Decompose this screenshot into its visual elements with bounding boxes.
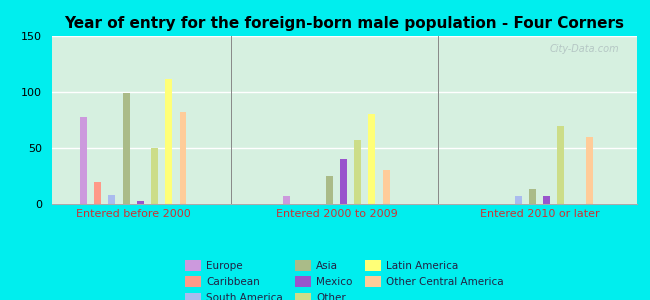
Text: City-Data.com: City-Data.com <box>550 44 619 54</box>
Bar <box>179 112 187 204</box>
Bar <box>383 170 389 204</box>
Bar <box>558 126 564 204</box>
Title: Year of entry for the foreign-born male population - Four Corners: Year of entry for the foreign-born male … <box>64 16 625 31</box>
Bar <box>326 176 333 204</box>
Bar <box>137 201 144 204</box>
Bar <box>340 159 347 204</box>
Bar <box>369 114 376 204</box>
Bar <box>165 79 172 204</box>
Bar <box>354 140 361 204</box>
Bar <box>123 93 129 204</box>
Bar <box>109 195 116 204</box>
Bar <box>515 196 521 204</box>
Bar <box>94 182 101 204</box>
Bar <box>529 189 536 204</box>
Bar <box>283 196 290 204</box>
Bar <box>151 148 158 204</box>
Bar <box>80 117 87 204</box>
Bar <box>543 196 550 204</box>
Legend: Europe, Caribbean, South America, Asia, Mexico, Other, Latin America, Other Cent: Europe, Caribbean, South America, Asia, … <box>181 256 508 300</box>
Bar <box>586 137 593 204</box>
